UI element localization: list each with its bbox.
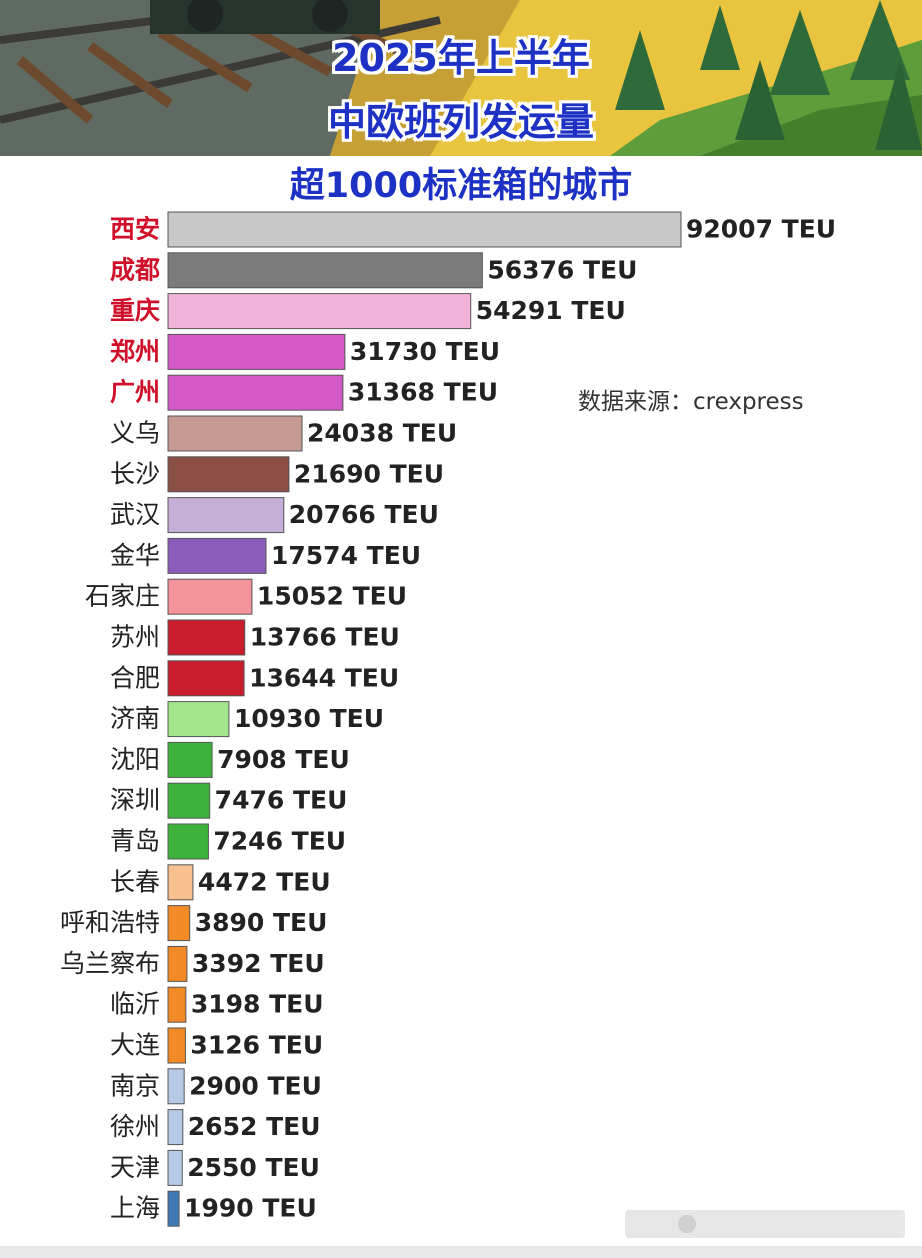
chart-title-line-2: 中欧班列发运量 bbox=[327, 100, 594, 144]
bar bbox=[167, 782, 211, 819]
category-label: 广州 bbox=[110, 378, 160, 407]
value-label: 3126 TEU bbox=[190, 1031, 323, 1060]
category-label: 大连 bbox=[110, 1031, 160, 1060]
category-label: 徐州 bbox=[110, 1112, 160, 1141]
value-label: 21690 TEU bbox=[294, 459, 444, 488]
value-label: 2900 TEU bbox=[189, 1071, 322, 1100]
bar bbox=[167, 905, 191, 942]
bar bbox=[167, 701, 230, 738]
bar bbox=[167, 1190, 180, 1227]
category-label: 义乌 bbox=[110, 419, 160, 448]
data-source-note: 数据来源：crexpress bbox=[578, 389, 804, 415]
category-label: 郑州 bbox=[110, 337, 160, 366]
category-label: 合肥 bbox=[110, 663, 160, 692]
bar bbox=[167, 1068, 185, 1105]
category-label: 青岛 bbox=[110, 827, 160, 856]
value-label: 10930 TEU bbox=[234, 704, 384, 733]
bar bbox=[167, 211, 682, 248]
bar bbox=[167, 864, 194, 901]
value-label: 31368 TEU bbox=[348, 378, 498, 407]
value-label: 3392 TEU bbox=[192, 949, 325, 978]
bar bbox=[167, 293, 472, 330]
category-label: 临沂 bbox=[110, 990, 160, 1019]
value-label: 15052 TEU bbox=[257, 582, 407, 611]
category-label: 成都 bbox=[110, 255, 160, 284]
bar bbox=[167, 741, 213, 778]
bar bbox=[167, 456, 290, 493]
category-label: 乌兰察布 bbox=[60, 949, 160, 978]
category-label: 苏州 bbox=[110, 623, 160, 652]
value-label: 24038 TEU bbox=[307, 419, 457, 448]
category-label: 南京 bbox=[110, 1071, 160, 1100]
bar bbox=[167, 619, 246, 656]
value-label: 7908 TEU bbox=[217, 745, 350, 774]
bar bbox=[167, 945, 188, 982]
bottom-strip bbox=[0, 1246, 922, 1258]
bar bbox=[167, 1149, 183, 1186]
value-label: 17574 TEU bbox=[271, 541, 421, 570]
bar bbox=[167, 374, 344, 411]
chart-title-line-1: 2025年上半年 bbox=[332, 36, 590, 80]
category-label: 呼和浩特 bbox=[60, 908, 160, 937]
bars-layer: 西安 92007 TEU 成都 56376 TEU 重庆 54291 TEU 郑州 31730… bbox=[60, 211, 836, 1227]
category-label: 上海 bbox=[110, 1194, 160, 1223]
category-label: 金华 bbox=[110, 541, 160, 570]
bar bbox=[167, 823, 209, 860]
chart-subtitle: 超1000标准箱的城市 bbox=[289, 166, 633, 206]
category-label: 武汉 bbox=[110, 500, 160, 529]
value-label: 3198 TEU bbox=[191, 990, 324, 1019]
value-label: 31730 TEU bbox=[350, 337, 500, 366]
bar bbox=[167, 1027, 186, 1064]
category-label: 长春 bbox=[110, 867, 160, 896]
category-label: 济南 bbox=[110, 704, 160, 733]
value-label: 7246 TEU bbox=[213, 827, 346, 856]
value-label: 3890 TEU bbox=[195, 908, 328, 937]
value-label: 56376 TEU bbox=[487, 255, 637, 284]
value-label: 13644 TEU bbox=[249, 663, 399, 692]
value-label: 92007 TEU bbox=[686, 215, 836, 244]
category-label: 沈阳 bbox=[110, 745, 160, 774]
bar bbox=[167, 333, 346, 370]
value-label: 4472 TEU bbox=[198, 867, 331, 896]
watermark-logo bbox=[625, 1210, 905, 1238]
bar bbox=[167, 497, 285, 534]
bar bbox=[167, 537, 267, 574]
value-label: 54291 TEU bbox=[476, 296, 626, 325]
value-label: 20766 TEU bbox=[289, 500, 439, 529]
bar bbox=[167, 986, 187, 1023]
railway-landscape-illustration bbox=[0, 0, 922, 156]
bar bbox=[167, 252, 483, 289]
bar bbox=[167, 1109, 184, 1146]
value-label: 2550 TEU bbox=[187, 1153, 320, 1182]
bar bbox=[167, 415, 303, 452]
category-label: 长沙 bbox=[110, 459, 160, 488]
value-label: 1990 TEU bbox=[184, 1194, 317, 1223]
category-label: 重庆 bbox=[110, 296, 160, 325]
category-label: 西安 bbox=[110, 215, 160, 244]
category-label: 石家庄 bbox=[85, 582, 160, 611]
category-label: 天津 bbox=[110, 1153, 160, 1182]
bar bbox=[167, 660, 245, 697]
bar bbox=[167, 578, 253, 615]
value-label: 7476 TEU bbox=[215, 786, 348, 815]
category-label: 深圳 bbox=[110, 786, 160, 815]
value-label: 2652 TEU bbox=[188, 1112, 321, 1141]
value-label: 13766 TEU bbox=[250, 623, 400, 652]
header-banner: 2025年上半年 中欧班列发运量 bbox=[0, 0, 922, 156]
